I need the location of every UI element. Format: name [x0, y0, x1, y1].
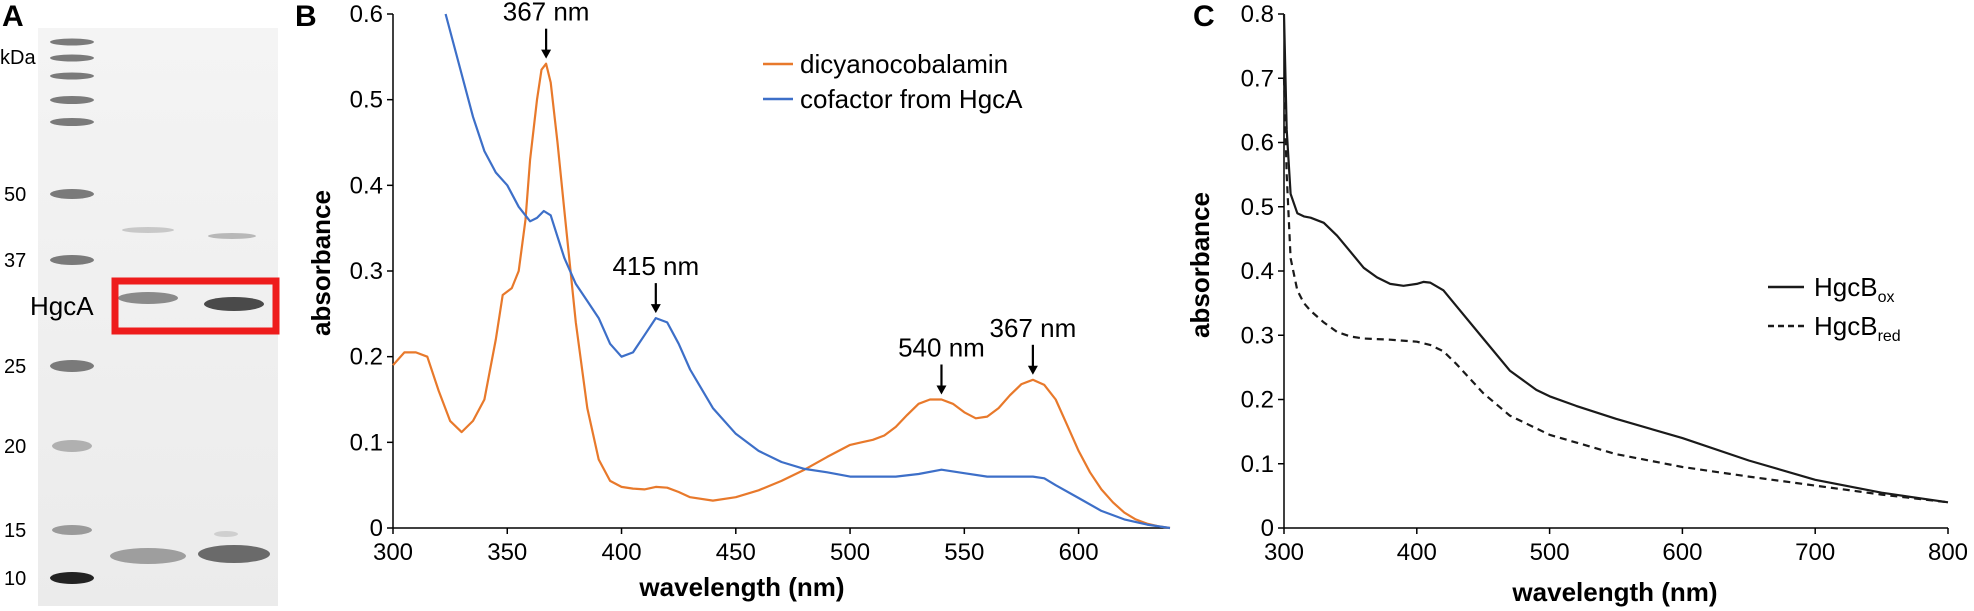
- panel-label-c: C: [1193, 0, 1215, 33]
- ladder-band: [52, 440, 92, 452]
- ladder-lane: [50, 38, 94, 584]
- legend-label-hgcb-ox: HgcBox: [1814, 272, 1894, 306]
- ladder-band: [50, 118, 94, 126]
- ladder-band: [50, 54, 94, 62]
- legend-label-cofactor: cofactor from HgcA: [800, 84, 1023, 114]
- hgca-highlight-box: [111, 277, 280, 335]
- chart-c-series: [1282, 13, 1949, 504]
- chart-b-legend: dicyanocobalamin cofactor from HgcA: [763, 49, 1023, 114]
- ladder-band: [50, 255, 94, 265]
- faint-band: [208, 233, 256, 239]
- annotation-arrowhead: [936, 385, 947, 395]
- marker-label-37: 37: [4, 250, 26, 272]
- y-tick-label: 0.1: [1241, 451, 1274, 478]
- y-tick-label: 0.5: [350, 87, 383, 114]
- marker-label-50: 50: [4, 184, 26, 206]
- x-tick-label: 550: [944, 539, 984, 566]
- legend-label-dicyanocobalamin: dicyanocobalamin: [800, 49, 1008, 79]
- annotation-arrowhead: [1027, 365, 1038, 375]
- ladder-band: [50, 360, 94, 372]
- y-tick-label: 0.6: [1241, 130, 1274, 157]
- y-tick-label: 0.4: [350, 172, 383, 199]
- marker-label-15: 15: [4, 520, 26, 542]
- y-tick-label: 0.4: [1241, 258, 1274, 285]
- panel-b: B 300 350 400 450 500 550 600 0 0.1 0.2 0.3 0.4 0.5 0…: [295, 0, 1171, 602]
- ladder-band: [50, 38, 94, 46]
- y-tick-label: 0.7: [1241, 65, 1274, 92]
- y-tick-label: 0.3: [350, 258, 383, 285]
- faint-band: [214, 531, 238, 537]
- x-tick-label: 450: [716, 539, 756, 566]
- chart-c-legend: HgcBox HgcBred: [1768, 272, 1901, 345]
- sample-lanes: [110, 227, 270, 564]
- x-tick-label: 500: [1530, 539, 1570, 566]
- hgca-band: [204, 297, 264, 311]
- ladder-band: [50, 572, 94, 584]
- y-tick-label: 0: [370, 515, 383, 542]
- hgca-label: HgcA: [30, 291, 94, 321]
- ladder-band: [50, 96, 94, 104]
- legend-subscript-ox: ox: [1878, 289, 1895, 306]
- chart-b-axes: 300 350 400 450 500 550 600 0 0.1 0.2 0.3 0.4 0.5 0.6: [350, 1, 1170, 566]
- low-band: [110, 548, 186, 564]
- x-tick-label: 400: [1397, 539, 1437, 566]
- annotation-arrowhead: [541, 49, 552, 59]
- low-band: [198, 545, 270, 563]
- chart-b-x-axis-title: wavelength (nm): [638, 572, 844, 602]
- legend-name-hgcb-red: HgcB: [1814, 311, 1878, 341]
- series-line-cofactor-from-hgca: [444, 13, 1171, 530]
- ladder-band: [52, 525, 92, 535]
- x-tick-label: 700: [1795, 539, 1835, 566]
- annotation-label: 367 nm: [990, 313, 1077, 343]
- y-tick-label: 0.1: [350, 429, 383, 456]
- faint-band: [122, 227, 174, 233]
- marker-label-20: 20: [4, 436, 26, 458]
- annotation-arrowhead: [650, 304, 661, 314]
- y-tick-label: 0: [1261, 515, 1274, 542]
- panel-c: C 300 400 500 600 700 800 0 0.1 0.2 0.3 0.4 0.5 0.6 0…: [1185, 0, 1968, 607]
- chart-c-x-axis-title: wavelength (nm): [1511, 577, 1717, 607]
- series-line-hgcb-ox: [1282, 13, 1949, 504]
- panel-label-b: B: [295, 0, 317, 33]
- annotation-label: 367 nm: [503, 0, 590, 27]
- panel-a: A kDa 50 37 25 20 15 10: [0, 0, 280, 606]
- gel-unit-label: kDa: [0, 47, 36, 69]
- y-tick-label: 0.6: [350, 1, 383, 28]
- chart-c-y-axis-title: absorbance: [1185, 192, 1215, 338]
- ladder-band: [50, 189, 94, 199]
- marker-label-10: 10: [4, 568, 26, 590]
- panel-label-a: A: [2, 0, 24, 33]
- legend-label-hgcb-red: HgcBred: [1814, 311, 1901, 345]
- chart-b-series: [392, 13, 1171, 530]
- legend-name-hgcb-ox: HgcB: [1814, 272, 1878, 302]
- x-tick-label: 300: [1264, 539, 1304, 566]
- x-tick-label: 600: [1059, 539, 1099, 566]
- chart-c-axes: 300 400 500 600 700 800 0 0.1 0.2 0.3 0.4 0.5 0.6 0.7…: [1241, 1, 1968, 566]
- y-tick-label: 0.2: [350, 344, 383, 371]
- x-tick-label: 600: [1662, 539, 1702, 566]
- chart-b-y-axis-title: absorbance: [306, 190, 336, 336]
- y-tick-label: 0.2: [1241, 387, 1274, 414]
- y-tick-label: 0.3: [1241, 322, 1274, 349]
- series-line-hgcb-red: [1282, 78, 1949, 504]
- x-tick-label: 500: [830, 539, 870, 566]
- annotation-label: 540 nm: [898, 333, 985, 363]
- x-tick-label: 800: [1928, 539, 1968, 566]
- x-tick-label: 300: [373, 539, 413, 566]
- ladder-band: [50, 72, 94, 80]
- y-tick-label: 0.5: [1241, 194, 1274, 221]
- y-tick-label: 0.8: [1241, 1, 1274, 28]
- series-line-dicyanocobalamin: [392, 62, 1171, 530]
- hgca-band: [118, 292, 178, 304]
- x-tick-label: 400: [602, 539, 642, 566]
- legend-subscript-red: red: [1878, 328, 1901, 345]
- marker-label-25: 25: [4, 356, 26, 378]
- annotation-label: 415 nm: [612, 251, 699, 281]
- x-tick-label: 350: [487, 539, 527, 566]
